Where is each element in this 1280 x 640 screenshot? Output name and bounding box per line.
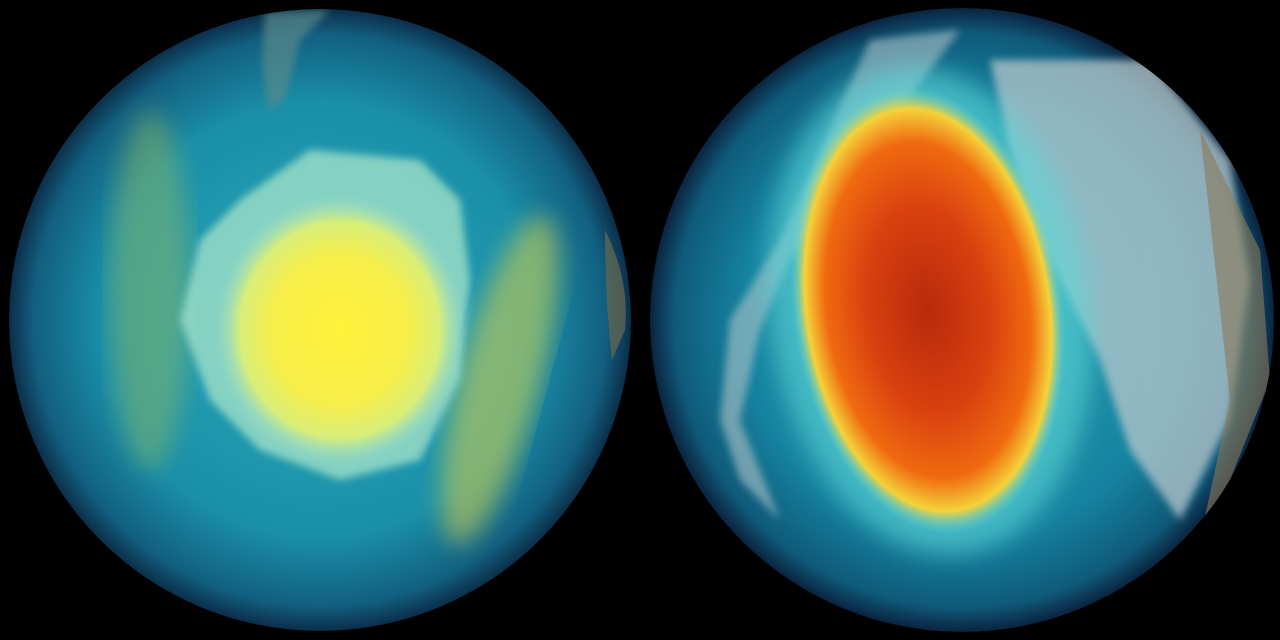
heat-core [790,86,1066,534]
heat-core [215,195,465,465]
landmass [1200,130,1270,540]
left-globe [9,9,631,631]
landmass [262,10,330,110]
right-globe [650,8,1274,632]
landmass [605,230,626,360]
landmass [990,60,1250,520]
